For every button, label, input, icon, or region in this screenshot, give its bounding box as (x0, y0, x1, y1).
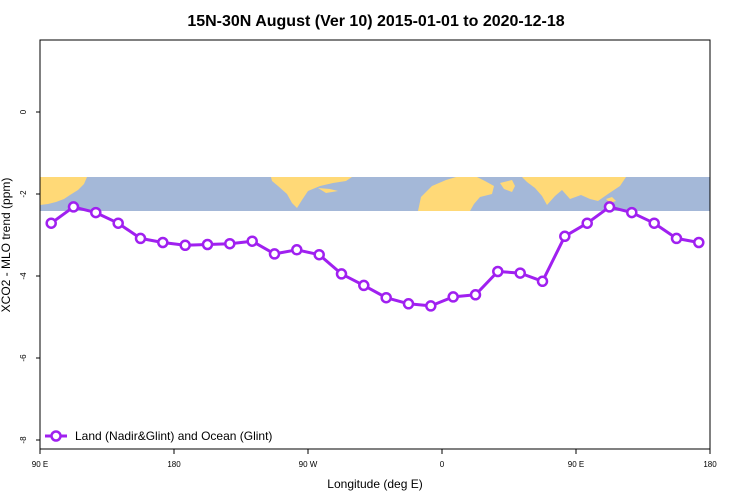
y-tick-label: -8 (19, 436, 28, 444)
y-tick-label: -6 (19, 354, 28, 362)
y-tick: -4 (19, 272, 40, 280)
y-axis: -8 -6 -4 -2 0 (19, 109, 40, 444)
y-tick: -2 (19, 190, 40, 198)
map-land (40, 177, 626, 211)
y-tick-label: 0 (19, 109, 28, 114)
x-tick: 90 E (568, 449, 584, 469)
data-point (335, 268, 348, 280)
data-point (246, 235, 258, 247)
data-point (469, 289, 482, 301)
data-point (581, 217, 593, 229)
y-tick: -6 (19, 354, 40, 362)
data-point (670, 232, 683, 245)
data-point (648, 217, 660, 229)
data-point (514, 267, 526, 279)
y-tick-label: -2 (19, 190, 28, 198)
x-tick: 90 W (299, 449, 318, 469)
chart-title: 15N-30N August (Ver 10) 2015-01-01 to 20… (187, 13, 564, 30)
data-point (291, 244, 303, 256)
x-tick: 180 (167, 449, 181, 469)
series-points (45, 201, 705, 312)
land-mass (500, 180, 515, 192)
data-point (90, 206, 102, 219)
x-axis: 90 E 180 90 W 0 90 E 180 (32, 449, 717, 469)
x-tick: 0 (440, 449, 445, 469)
plot-area (39, 39, 711, 450)
data-point (157, 236, 169, 249)
data-point (201, 238, 214, 251)
y-tick-label: -4 (19, 272, 28, 280)
x-tick-label: 90 E (568, 460, 584, 469)
x-tick: 90 E (32, 449, 48, 469)
land-mass (522, 177, 626, 205)
data-point (134, 232, 147, 245)
series-layer (45, 201, 705, 312)
data-point (402, 298, 415, 310)
data-point (67, 201, 80, 213)
data-point (224, 237, 236, 250)
x-tick-label: 180 (703, 460, 717, 469)
data-point (45, 217, 57, 229)
x-tick-label: 90 W (299, 460, 318, 469)
y-tick: -8 (19, 436, 40, 444)
data-point (358, 279, 370, 292)
land-mass (40, 177, 87, 205)
data-point (536, 275, 549, 288)
data-point (559, 230, 571, 243)
land-mass (318, 188, 338, 193)
data-point (179, 239, 191, 252)
x-tick-label: 180 (167, 460, 181, 469)
data-point (626, 206, 638, 219)
data-point (268, 248, 281, 260)
data-point (447, 291, 459, 303)
legend-marker (50, 430, 62, 442)
data-point (425, 300, 437, 312)
data-point (603, 201, 616, 213)
y-tick: 0 (19, 109, 40, 114)
data-point (380, 291, 392, 304)
legend-label: Land (Nadir&Glint) and Ocean (Glint) (75, 429, 272, 443)
data-point (693, 236, 705, 249)
land-mass (418, 177, 494, 211)
world-map-band (40, 177, 710, 211)
x-tick-label: 0 (440, 460, 445, 469)
land-mass (271, 177, 352, 208)
x-tick: 180 (703, 449, 717, 469)
x-axis-label: Longitude (deg E) (327, 477, 422, 491)
y-axis-label: XCO2 - MLO trend (ppm) (0, 178, 13, 313)
data-point (492, 265, 504, 278)
series-line (50, 205, 700, 308)
data-point (112, 217, 124, 229)
x-tick-label: 90 E (32, 460, 48, 469)
legend: Land (Nadir&Glint) and Ocean (Glint) (45, 429, 272, 443)
data-point (313, 248, 325, 261)
